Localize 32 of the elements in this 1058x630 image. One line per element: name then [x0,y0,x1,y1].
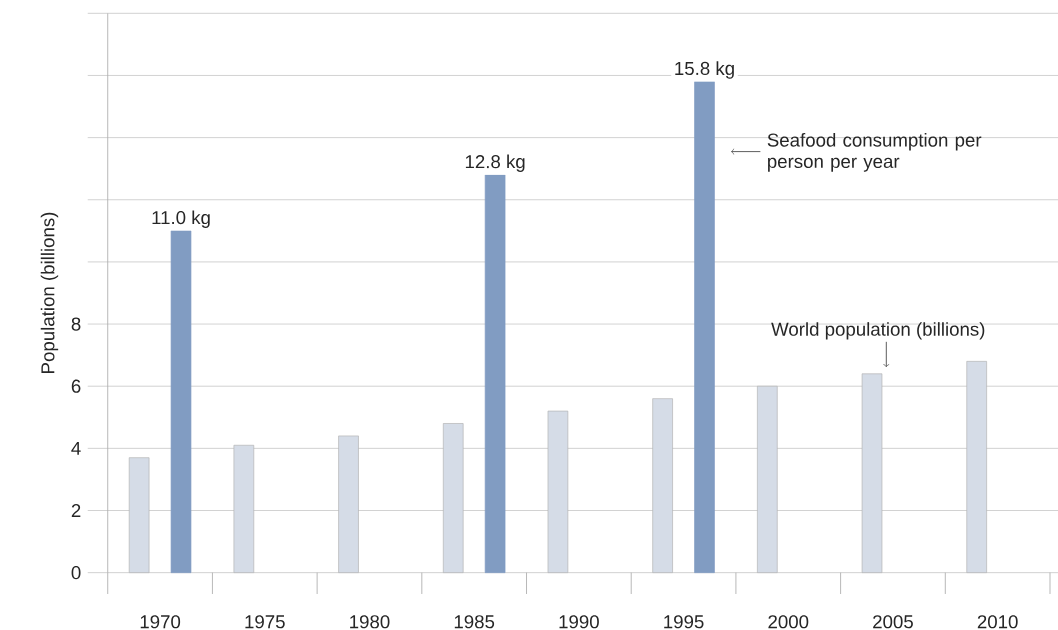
bar [442,423,464,573]
bar [966,361,987,573]
x-tick-label: 2010 [977,615,1018,629]
bar [757,385,778,573]
data-label: 12.8 kg [465,154,525,172]
x-tick-label: 1995 [664,615,704,629]
y-tick-label: 2 [71,503,81,518]
y-tick-label: 4 [71,441,81,455]
bar [338,435,359,573]
x-tick-label: 1970 [140,615,181,629]
bar [170,230,192,573]
y-tick-label: 6 [71,379,81,393]
x-tick-label: 2005 [873,615,913,629]
x-tick-label: 1980 [350,615,390,629]
y-tick-label: 8 [71,317,81,331]
text: Seafood consumption per person per year [767,133,982,172]
bar [652,398,673,573]
series-label: World population (billions) [771,322,985,340]
bar [694,81,715,573]
bar [233,444,255,573]
bar [128,457,150,573]
x-tick-label: 1985 [454,615,495,629]
data-label: 15.8 kg [675,61,734,79]
y-tick-label: 0 [71,566,81,580]
bar [484,174,506,573]
y-axis-title: Population (billions) [40,212,59,373]
x-tick-label: 1975 [245,615,285,629]
bar [861,373,883,573]
bar [547,410,569,573]
data-label: 11.0 kg [152,210,210,228]
x-tick-label: 2000 [768,615,809,629]
x-tick-label: 1990 [559,615,599,629]
